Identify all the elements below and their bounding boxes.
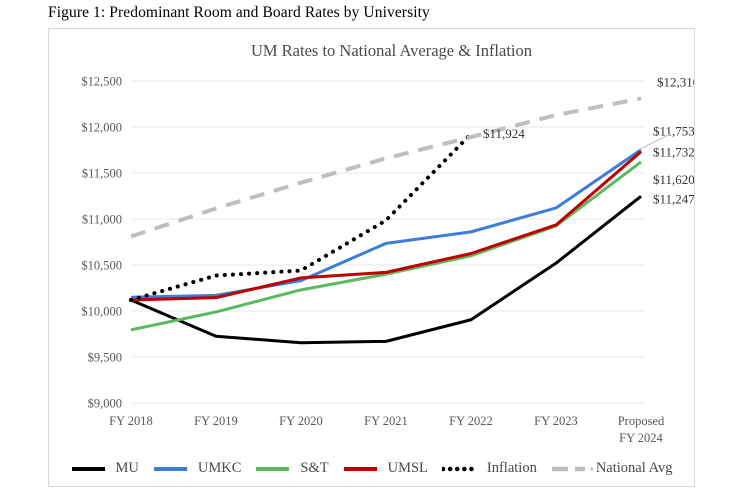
legend-label: UMSL [387,460,428,476]
data-label-umsl: $11,732 [653,145,694,160]
x-axis-tick-label: FY 2019 [194,414,238,428]
chart-title: UM Rates to National Average & Inflation [250,41,533,60]
legend-swatch-dashed-icon [551,462,594,476]
legend-item-umsl[interactable]: UMSL [343,460,428,477]
legend-label: S&T [300,460,329,476]
y-axis-tick-label: $11,500 [82,167,122,181]
figure-caption: Figure 1: Predominant Room and Board Rat… [48,4,430,21]
y-axis-tick-label: $10,000 [81,305,122,319]
x-axis-tick-label: Proposed [618,414,665,428]
x-axis-tick-label: FY 2024 [619,431,663,445]
y-axis-tick-label: $12,500 [81,75,122,89]
legend-item-umkc[interactable]: UMKC [153,460,242,477]
chart-legend: MU UMKC S&T UMSL Inflation National Avg [49,460,694,477]
legend-swatch-solid-icon [255,462,297,476]
series-line-nationalavg [130,96,642,239]
legend-label: National Avg [595,460,673,476]
data-label-inflation: $11,924 [483,126,525,141]
legend-item-nationalavg[interactable]: National Avg [551,460,673,477]
legend-item-st[interactable]: S&T [255,460,329,477]
y-axis-tick-label: $11,000 [82,213,122,227]
x-axis-tick-label: FY 2022 [449,414,493,428]
line-chart-plot: $12,500 $12,000 $11,500 $11,000 $10,500 $10,0… [81,74,694,445]
legend-label: MU [115,460,139,476]
x-axis-tick-label: FY 2020 [279,414,323,428]
y-axis-tick-label: $9,500 [88,351,122,365]
legend-label: Inflation [486,460,537,476]
legend-item-inflation[interactable]: Inflation [440,460,537,477]
data-label-nationalavg: $12,310 [657,74,694,89]
series-line-umkc [130,148,642,299]
legend-label: UMKC [197,460,242,476]
series-line-st [130,160,642,332]
x-axis-tick-label: FY 2018 [109,414,153,428]
x-axis-tick-label: FY 2023 [534,414,578,428]
chart-container: UM Rates to National Average & Inflation… [48,28,695,487]
series-line-umsl [130,150,642,302]
series-line-mu [130,195,642,345]
legend-swatch-solid-icon [343,462,385,476]
legend-swatch-solid-icon [71,462,113,476]
legend-item-mu[interactable]: MU [71,460,139,477]
y-axis-tick-label: $9,000 [88,397,122,411]
data-label-st: $11,620 [653,172,694,187]
data-label-umkc: $11,753 [653,124,694,139]
legend-swatch-solid-icon [153,462,195,476]
y-axis-tick-label: $10,500 [81,259,122,273]
series-line-inflation [129,131,473,302]
x-axis-tick-label: FY 2021 [364,414,408,428]
y-axis-tick-label: $12,000 [81,121,122,135]
data-label-mu: $11,247 [653,191,694,206]
legend-swatch-dotted-icon [440,462,484,476]
